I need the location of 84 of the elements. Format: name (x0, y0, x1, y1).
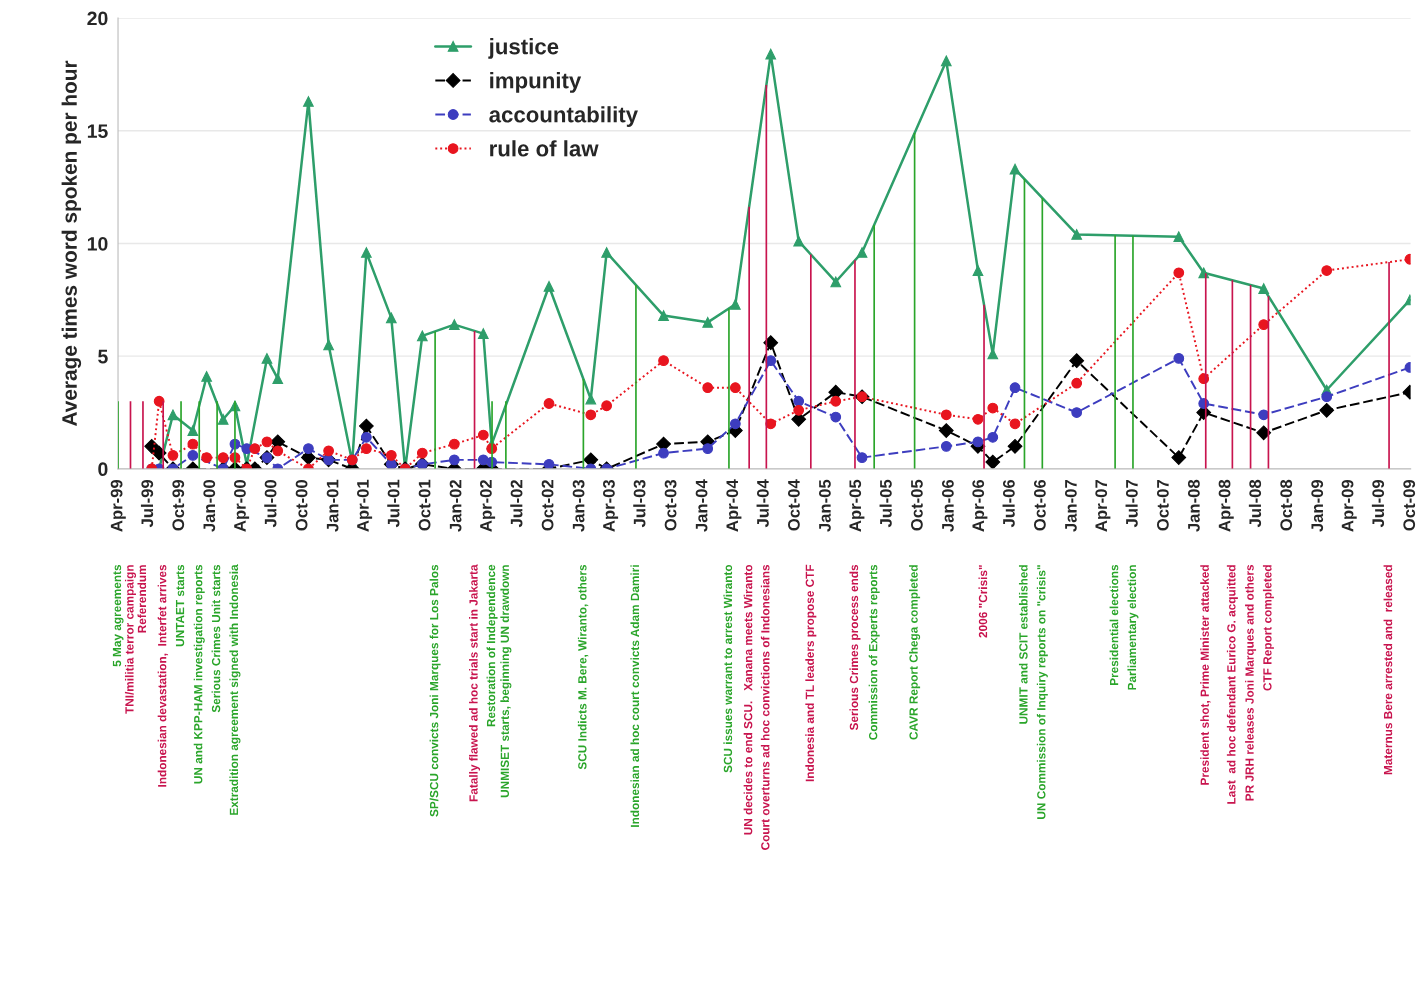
x-tick-label: Oct-02 (541, 479, 554, 531)
x-tick-label: Jul-06 (1002, 479, 1015, 528)
x-tick-label: Oct-01 (418, 479, 431, 531)
ref-line-label: UNMISET starts, beginning UN drawdown (500, 565, 512, 798)
x-tick-label: Oct-05 (910, 479, 923, 531)
ref-line-label: CAVR Report Chega completed (909, 565, 921, 740)
x-tick-label: Apr-01 (357, 479, 373, 532)
ref-line-label: Last ad hoc defendant Eurico G. acquitted (1226, 565, 1238, 804)
y-axis-title: Average times word spoken per hour (61, 60, 82, 427)
x-tick-label: Jan-01 (326, 479, 339, 532)
ref-line-label: Presidential elections (1109, 564, 1119, 686)
ref-line-label: Indonesian ad hoc court convicts Adam Damiri (630, 565, 640, 827)
x-tick-label: Jan-04 (695, 479, 708, 532)
ref-line-label: Restoration of Independence (486, 564, 498, 727)
ref-line-label: President shot, Prime Minister attacked (1200, 565, 1211, 785)
ref-line-label: Parliamentary election (1127, 565, 1139, 690)
ref-line-label: SCU issues warrant to arrest Wiranto (723, 564, 733, 773)
x-tick-label: Jan-05 (819, 479, 831, 532)
x-tick-label: Oct-08 (1280, 479, 1293, 531)
x-tick-label: Jan-08 (1187, 479, 1200, 532)
x-tick-label: Oct-99 (172, 479, 185, 531)
ref-line-label: Referendum (137, 565, 147, 633)
legend-label: rule of law (490, 140, 599, 157)
x-tick-label: Apr-05 (849, 479, 865, 532)
x-tick-label: Apr-00 (234, 479, 250, 532)
ref-line-label: UNMIT and SCIT established (1018, 565, 1028, 724)
x-tick-label: Apr-09 (1341, 479, 1357, 532)
x-tick-label: Apr-04 (726, 479, 742, 532)
x-tick-label: Jan-03 (572, 479, 585, 532)
x-tick-label: Apr-06 (972, 479, 988, 532)
ref-line-label: UN decides to end SCU. Xanana meets Wiranto (743, 564, 753, 835)
y-tick-label: 0 (98, 462, 108, 477)
ref-line-label: Indonesian devastation, Interfet arrives (157, 564, 169, 787)
legend-label: justice (488, 38, 559, 59)
x-tick-label: Apr-02 (480, 479, 496, 532)
x-tick-label: Jul-00 (264, 479, 277, 528)
x-tick-label: Oct-06 (1033, 479, 1046, 531)
x-tick-label: Oct-09 (1403, 479, 1416, 531)
ref-line-label: SCU Indicts M. Bere, Wiranto, others (577, 564, 589, 770)
y-tick-label: 20 (87, 11, 108, 26)
x-tick-label: Jul-03 (633, 479, 646, 528)
x-tick-label: Jan-09 (1311, 479, 1324, 532)
ref-line-label: Serious Crimes process ends (849, 564, 861, 731)
x-tick-label: Apr-99 (110, 479, 126, 532)
ref-line-label: Indonesia and TL leaders propose CTF (805, 564, 817, 782)
x-tick-label: Jul-04 (756, 479, 769, 528)
legend-label: impunity (490, 72, 582, 93)
x-tick-label: Jul-99 (140, 479, 154, 528)
ref-line-label: UN Commission of Inquiry reports on "crisis" (1036, 565, 1048, 819)
x-tick-label: Jul-05 (879, 479, 892, 528)
x-tick-label: Oct-03 (664, 479, 677, 531)
ref-line-label: Fatally flawed ad hoc trials start in Jakarta (469, 564, 481, 802)
x-tick-label: Oct-00 (295, 479, 308, 531)
y-tick-label: 10 (87, 236, 108, 251)
x-tick-label: Jan-07 (1064, 480, 1077, 532)
x-tick-label: Jul-02 (510, 479, 523, 528)
x-tick-label: Jan-06 (941, 479, 954, 532)
ref-line-label: Extradition agreement signed with Indonesia (229, 564, 241, 815)
x-tick-label: Apr-08 (1218, 479, 1234, 532)
y-tick-label: 15 (87, 124, 108, 139)
ref-line-label: 5 May agreements (112, 564, 124, 667)
ref-line-label: TNI/militia terror campaign (124, 565, 137, 714)
x-tick-label: Apr-03 (603, 479, 619, 532)
x-tick-label: Oct-07 (1156, 480, 1169, 531)
ref-line-label: SP/SCU convicts Joni Marques for Los Palos (429, 564, 441, 817)
ref-line-label: CTF Report completed (1262, 565, 1274, 691)
x-tick-label: Jul-01 (387, 479, 400, 528)
ref-line-label: 2006 "Crisis" (978, 565, 988, 638)
ref-line-label: PR JRH releases Joni Marques and others (1245, 564, 1257, 801)
x-tick-label: Jul-09 (1371, 479, 1385, 528)
y-tick-label: 5 (98, 349, 108, 364)
ref-line-label: UNTAET starts (175, 564, 185, 647)
x-tick-label: Apr-07 (1095, 480, 1111, 532)
ref-line-label: Maternus Bere arrested and released (1383, 565, 1393, 775)
ref-line-label: Serious Crimes Unit starts (211, 564, 221, 713)
ref-line-label: UN and KPP-HAM investigation reports (193, 564, 205, 784)
x-tick-label: Jan-00 (203, 479, 216, 532)
x-tick-label: Jul-08 (1248, 479, 1262, 528)
ref-line-label: Commission of Experts reports (868, 564, 880, 740)
legend-label: accountability (489, 106, 638, 127)
x-tick-label: Oct-04 (788, 479, 800, 531)
ref-line-label: Court overturns ad hoc convictions of Indonesians (760, 564, 770, 850)
x-tick-label: Jul-07 (1125, 480, 1138, 528)
x-tick-label: Jan-02 (449, 479, 462, 532)
